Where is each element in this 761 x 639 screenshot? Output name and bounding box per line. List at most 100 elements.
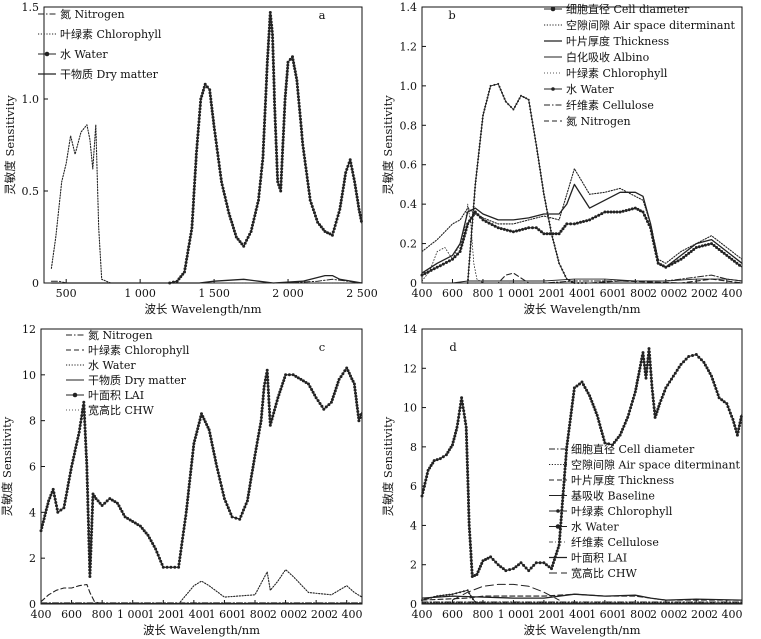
series-point [211, 119, 215, 122]
series-point [482, 114, 484, 117]
series-point [181, 536, 185, 540]
series-point [462, 412, 466, 416]
series-point [44, 508, 48, 512]
series-point [250, 471, 254, 475]
series-point [467, 501, 470, 505]
series-point [249, 478, 253, 481]
series-point [490, 223, 494, 227]
series-point [47, 499, 51, 503]
series-point [527, 226, 531, 230]
series-point [455, 425, 459, 429]
series-point [267, 407, 271, 411]
series-point [248, 484, 252, 488]
series-point [422, 488, 425, 492]
y-tick-label: 0.6 [400, 159, 418, 172]
series-point [226, 208, 230, 212]
series-point [345, 366, 349, 370]
series-point [668, 380, 672, 384]
series-point [218, 167, 222, 171]
series-point [151, 542, 155, 545]
series-point [271, 39, 275, 43]
series-point [487, 93, 490, 96]
series-point [572, 386, 576, 390]
x-tick-label: 400 [412, 608, 433, 621]
series-point [554, 232, 558, 236]
series-point [279, 387, 283, 391]
series-point [644, 216, 648, 220]
series-point [558, 530, 562, 534]
series-point [273, 106, 277, 110]
series-point [88, 565, 92, 569]
series-point [216, 151, 220, 155]
series-line-8 [421, 593, 743, 601]
series-point [529, 108, 532, 111]
series-point [318, 223, 321, 227]
series-point [642, 360, 646, 364]
series-point [467, 498, 470, 502]
series-point [730, 257, 734, 261]
series-point [351, 170, 355, 174]
series-point [314, 396, 318, 400]
series-point [476, 161, 479, 164]
y-tick-label: 0 [410, 598, 417, 611]
series-point [194, 159, 198, 163]
series-point [189, 232, 193, 236]
series-point [580, 380, 584, 384]
series-point [547, 565, 551, 569]
series-point [466, 476, 470, 480]
series-point [628, 409, 632, 413]
series-point [82, 400, 86, 404]
x-tick-label: 2 200 [681, 287, 713, 300]
series-point [556, 546, 560, 550]
series-point [219, 173, 223, 177]
series-point [254, 211, 257, 215]
series-point [468, 539, 472, 543]
series-point [623, 421, 627, 425]
series-point [517, 100, 519, 103]
series-point [353, 385, 357, 389]
series-point [261, 150, 265, 153]
series-point [53, 494, 56, 498]
series-point [470, 575, 474, 578]
legend-label: 叶绿素 Chlorophyll [88, 343, 190, 357]
series-point [75, 440, 79, 443]
series-line-6 [421, 348, 743, 578]
series-point [624, 418, 628, 422]
series-point [216, 468, 220, 472]
series-point [594, 215, 598, 219]
series-point [272, 93, 276, 97]
series-point [714, 387, 718, 390]
series-point [280, 384, 284, 388]
series-point [274, 135, 278, 139]
series-point [465, 457, 469, 461]
series-point [540, 177, 543, 180]
series-point [699, 358, 703, 362]
x-tick-label: 800 [92, 608, 113, 621]
series-point [649, 366, 653, 370]
series-point [214, 141, 218, 145]
series-point [258, 182, 262, 186]
x-tick-label: 2 000 [272, 287, 304, 300]
series-point [271, 55, 275, 59]
series-point [233, 232, 237, 236]
series-point [447, 448, 451, 452]
series-point [210, 443, 214, 447]
series-point [703, 243, 707, 247]
series-point [262, 391, 266, 394]
series-point [196, 424, 200, 428]
series-point [441, 262, 445, 266]
series-point [335, 383, 339, 387]
series-point [536, 153, 539, 156]
series-point [194, 433, 198, 437]
series-point [273, 119, 277, 123]
series-point [629, 406, 633, 410]
series-point [354, 394, 358, 398]
series-point [85, 461, 89, 465]
series-point [736, 430, 740, 434]
series-point [203, 82, 207, 86]
series-point [606, 210, 610, 214]
series-point [86, 490, 90, 494]
series-point [738, 421, 742, 425]
series-point [720, 398, 724, 402]
series-point [294, 76, 298, 80]
